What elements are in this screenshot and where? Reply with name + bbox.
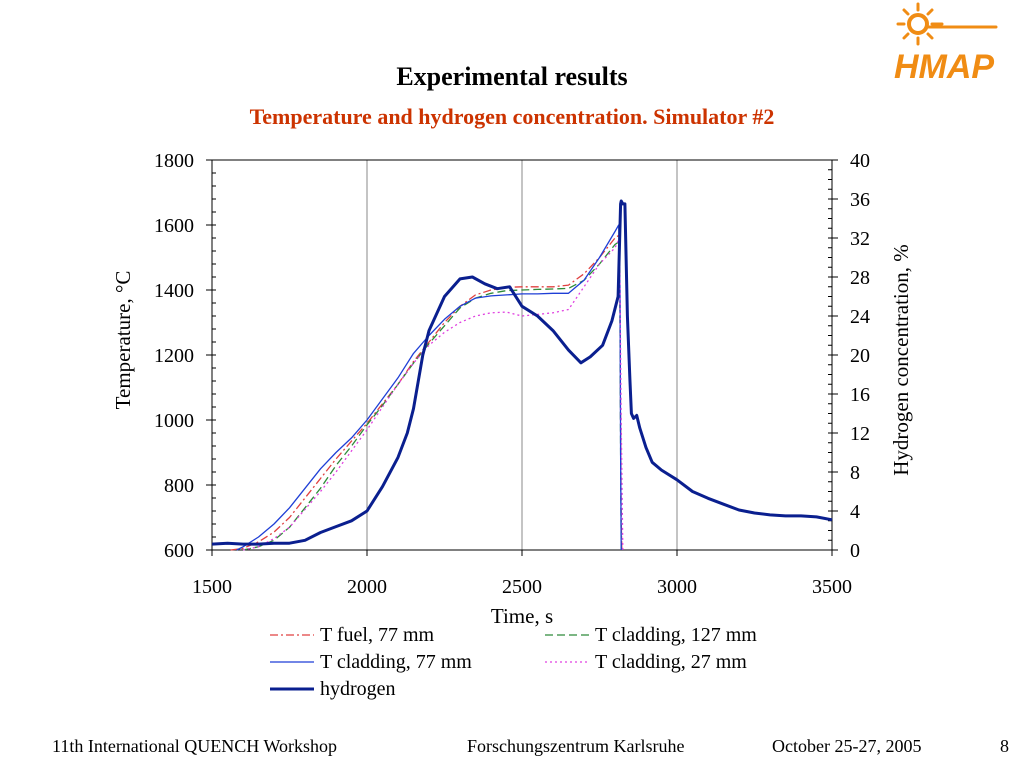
axes: 1500 2000 2500 3000 3500 600 800 1000 1200 1400 16…: [154, 150, 870, 598]
y2-tick-label: 12: [850, 423, 870, 445]
legend-label: T cladding, 77 mm: [320, 651, 472, 673]
y2-tick-label: 8: [850, 462, 860, 484]
y2-tick-label: 40: [850, 150, 870, 172]
x-tick-label: 3500: [812, 576, 852, 598]
y-tick-label: 600: [164, 540, 194, 562]
page-title: Experimental results: [396, 62, 628, 91]
logo-text: HMAP: [894, 48, 994, 86]
footer-page-number: 8: [1000, 736, 1009, 756]
legend-label: T cladding, 27 mm: [595, 651, 747, 673]
y2-axis-label: Hydrogen concentration, %: [889, 244, 913, 476]
sun-icon: [896, 2, 998, 46]
y-tick-label: 1000: [154, 410, 194, 432]
legend-label: T cladding, 127 mm: [595, 624, 757, 646]
y2-tick-label: 24: [850, 306, 870, 328]
y2-tick-label: 4: [850, 501, 860, 523]
y-tick-label: 1600: [154, 215, 194, 237]
series: [211, 199, 833, 551]
footer-institution: Forschungszentrum Karlsruhe: [467, 736, 685, 756]
y-tick-label: 1800: [154, 150, 194, 172]
y2-tick-label: 28: [850, 267, 870, 289]
y2-tick-label: 32: [850, 228, 870, 250]
x-tick-label: 2000: [347, 576, 387, 598]
y-tick-label: 1200: [154, 345, 194, 367]
y-tick-label: 1400: [154, 280, 194, 302]
x-tick-label: 3000: [657, 576, 697, 598]
y2-tick-label: 16: [850, 384, 870, 406]
footer-dates: October 25-27, 2005: [772, 736, 922, 756]
y2-tick-label: 0: [850, 540, 860, 562]
y-tick-label: 800: [164, 475, 194, 497]
footer-workshop: 11th International QUENCH Workshop: [52, 736, 338, 756]
y2-tick-label: 20: [850, 345, 870, 367]
series-line-hydrogen: [211, 199, 833, 546]
y-axis-label: Temperature, °C: [111, 271, 135, 410]
hmap-logo: HMAP: [894, 2, 998, 86]
x-tick-label: 1500: [192, 576, 232, 598]
y2-tick-label: 36: [850, 189, 870, 211]
legend-label: T fuel, 77 mm: [320, 624, 435, 646]
series-line-t-cladding-127-mm: [242, 240, 622, 551]
series-line-t-cladding-27-mm: [242, 237, 624, 551]
series-line-t-cladding-77-mm: [236, 224, 622, 551]
grid: [366, 160, 678, 550]
series-line-t-fuel-77-mm: [230, 234, 623, 551]
x-tick-label: 2500: [502, 576, 542, 598]
legend: T fuel, 77 mm T cladding, 127 mm T claddin…: [270, 624, 757, 700]
x-axis-label: Time, s: [491, 604, 553, 628]
legend-label: hydrogen: [320, 678, 396, 700]
page-subtitle: Temperature and hydrogen concentration. …: [249, 104, 775, 129]
